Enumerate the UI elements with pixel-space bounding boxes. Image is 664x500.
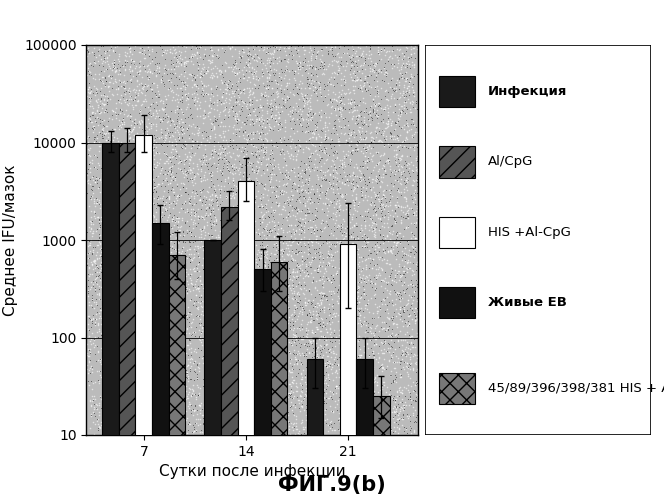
Bar xyxy=(152,223,169,500)
Bar xyxy=(102,142,119,500)
Y-axis label: Среднее IFU/мазок: Среднее IFU/мазок xyxy=(3,164,19,316)
Bar xyxy=(373,396,390,500)
Text: Al/CpG: Al/CpG xyxy=(488,156,534,168)
Bar xyxy=(357,359,373,500)
Text: ФИГ.9(b): ФИГ.9(b) xyxy=(278,475,386,495)
FancyBboxPatch shape xyxy=(438,146,475,178)
Bar xyxy=(135,135,152,500)
FancyBboxPatch shape xyxy=(425,45,651,435)
Bar xyxy=(119,142,135,500)
Bar xyxy=(169,255,185,500)
FancyBboxPatch shape xyxy=(438,216,475,248)
Bar xyxy=(221,206,238,500)
Bar xyxy=(271,262,288,500)
Bar xyxy=(205,240,221,500)
X-axis label: Сутки после инфекции: Сутки после инфекции xyxy=(159,464,346,479)
Bar xyxy=(307,359,323,500)
Text: Инфекция: Инфекция xyxy=(488,86,568,98)
Text: Живые ЕВ: Живые ЕВ xyxy=(488,296,567,309)
Bar xyxy=(254,270,271,500)
Bar xyxy=(238,182,254,500)
FancyBboxPatch shape xyxy=(438,372,475,404)
Bar xyxy=(340,244,357,500)
FancyBboxPatch shape xyxy=(438,76,475,108)
Text: 45/89/396/398/381 HIS + Al-CpG: 45/89/396/398/381 HIS + Al-CpG xyxy=(488,382,664,394)
FancyBboxPatch shape xyxy=(438,287,475,318)
Text: HIS +Al-CpG: HIS +Al-CpG xyxy=(488,226,571,238)
